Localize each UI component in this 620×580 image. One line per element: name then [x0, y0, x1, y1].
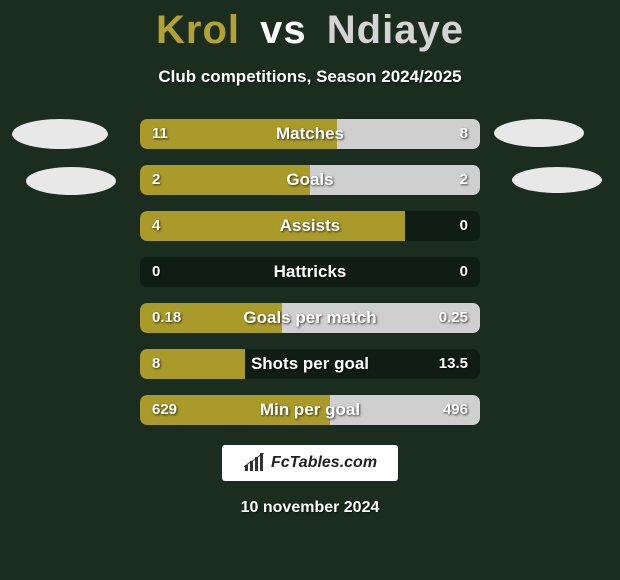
stat-value-player2: 0	[460, 257, 468, 287]
avatar-placeholder	[494, 119, 584, 147]
stat-label: Goals per match	[140, 303, 480, 333]
stat-label: Shots per goal	[140, 349, 480, 379]
stat-label: Goals	[140, 165, 480, 195]
stat-row: 0.18Goals per match0.25	[140, 303, 480, 333]
stat-label: Min per goal	[140, 395, 480, 425]
avatar-placeholder	[512, 167, 602, 193]
stat-row: 629Min per goal496	[140, 395, 480, 425]
stat-value-player2: 0	[460, 211, 468, 241]
stat-value-player2: 8	[460, 119, 468, 149]
subtitle: Club competitions, Season 2024/2025	[0, 67, 620, 87]
page-title: Krol vs Ndiaye	[0, 0, 620, 53]
stat-value-player2: 0.25	[439, 303, 468, 333]
stat-row: 0Hattricks0	[140, 257, 480, 287]
vs-text: vs	[260, 8, 307, 52]
stat-value-player2: 2	[460, 165, 468, 195]
player2-name: Ndiaye	[327, 8, 464, 52]
stat-label: Assists	[140, 211, 480, 241]
branding-badge: FcTables.com	[222, 445, 398, 481]
stat-row: 11Matches8	[140, 119, 480, 149]
stat-value-player2: 496	[443, 395, 468, 425]
stat-row: 4Assists0	[140, 211, 480, 241]
comparison-content: 11Matches82Goals24Assists00Hattricks00.1…	[0, 119, 620, 425]
chart-icon	[243, 453, 265, 473]
stat-label: Hattricks	[140, 257, 480, 287]
stat-row: 2Goals2	[140, 165, 480, 195]
stat-rows: 11Matches82Goals24Assists00Hattricks00.1…	[140, 119, 480, 425]
player1-name: Krol	[156, 8, 240, 52]
stat-row: 8Shots per goal13.5	[140, 349, 480, 379]
avatar-placeholder	[26, 167, 116, 195]
stat-label: Matches	[140, 119, 480, 149]
avatar-placeholder	[12, 119, 108, 149]
branding-text: FcTables.com	[271, 454, 377, 472]
date-line: 10 november 2024	[0, 499, 620, 517]
stat-value-player2: 13.5	[439, 349, 468, 379]
